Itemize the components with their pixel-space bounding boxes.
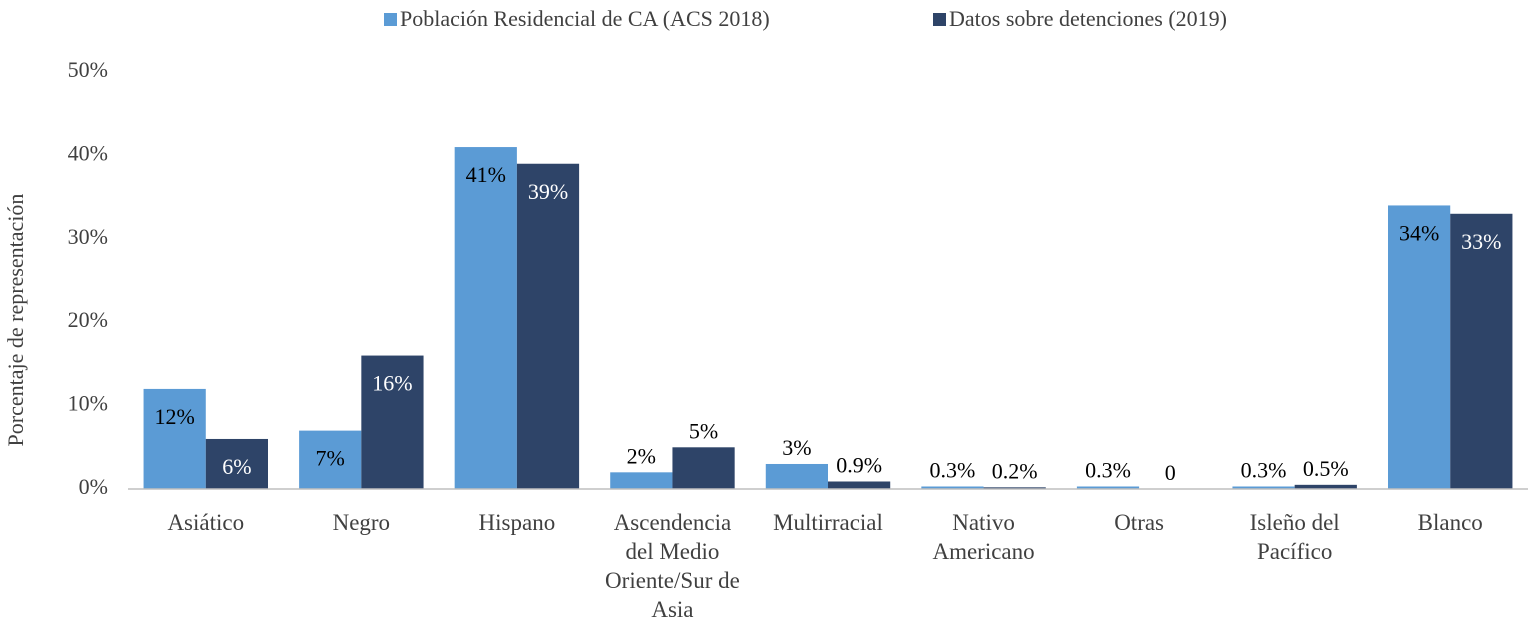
y-axis-label: Porcentaje de representación (3, 194, 28, 447)
x-tick-label: Nativo Americano (932, 510, 1035, 564)
x-tick-label: Ascendencia del Medio Oriente/Sur de Asi… (605, 510, 740, 622)
bar (516, 163, 580, 490)
x-tick-label: Hispano (478, 510, 556, 535)
bar (1294, 484, 1357, 489)
data-label: 12% (155, 404, 195, 429)
x-tick-label: Otras (1114, 510, 1165, 535)
y-tick-label: 0% (79, 474, 108, 499)
bar (454, 147, 517, 489)
bar (1450, 213, 1513, 489)
bar (299, 430, 362, 489)
data-label: 2% (627, 443, 656, 468)
data-label: 16% (372, 371, 412, 396)
bar (983, 487, 1046, 489)
bar (1232, 486, 1295, 489)
y-tick-label: 10% (68, 391, 108, 416)
bar (828, 481, 891, 489)
legend-swatch (384, 13, 397, 26)
x-tick-label: Negro (332, 510, 391, 535)
bar (921, 486, 984, 489)
data-label: 0.9% (836, 453, 882, 478)
y-tick-label: 40% (68, 140, 108, 165)
data-label: 0.3% (1085, 458, 1131, 483)
data-label: 41% (466, 162, 506, 187)
data-label: 6% (222, 454, 251, 479)
data-label: 33% (1461, 229, 1501, 254)
data-label: 7% (316, 446, 345, 471)
bar (765, 463, 828, 489)
data-label: 39% (528, 179, 568, 204)
bar (672, 447, 735, 489)
y-tick-label: 30% (68, 224, 108, 249)
x-tick-label: Asiático (167, 510, 245, 535)
data-label: 5% (689, 418, 718, 443)
bar (143, 388, 206, 489)
x-tick-label: Isleño del Pacífico (1249, 510, 1340, 564)
x-tick-label: Multirracial (773, 510, 883, 535)
bar (1388, 205, 1451, 489)
data-label: 34% (1399, 220, 1439, 245)
legend-label: Población Residencial de CA (ACS 2018) (400, 6, 770, 31)
data-label: 0 (1165, 460, 1176, 485)
bar (610, 472, 673, 489)
y-tick-label: 20% (68, 307, 108, 332)
data-label: 0.2% (992, 458, 1038, 483)
legend-label: Datos sobre detenciones (2019) (949, 6, 1227, 31)
legend-swatch (933, 13, 946, 26)
bar (1076, 486, 1140, 489)
bar (361, 355, 424, 489)
data-label: 0.3% (930, 458, 976, 483)
data-label: 0.3% (1241, 458, 1287, 483)
data-label: 3% (782, 435, 811, 460)
y-tick-label: 50% (68, 57, 108, 82)
data-label: 0.5% (1303, 456, 1349, 481)
bar (205, 438, 268, 489)
x-tick-label: Blanco (1417, 510, 1483, 535)
